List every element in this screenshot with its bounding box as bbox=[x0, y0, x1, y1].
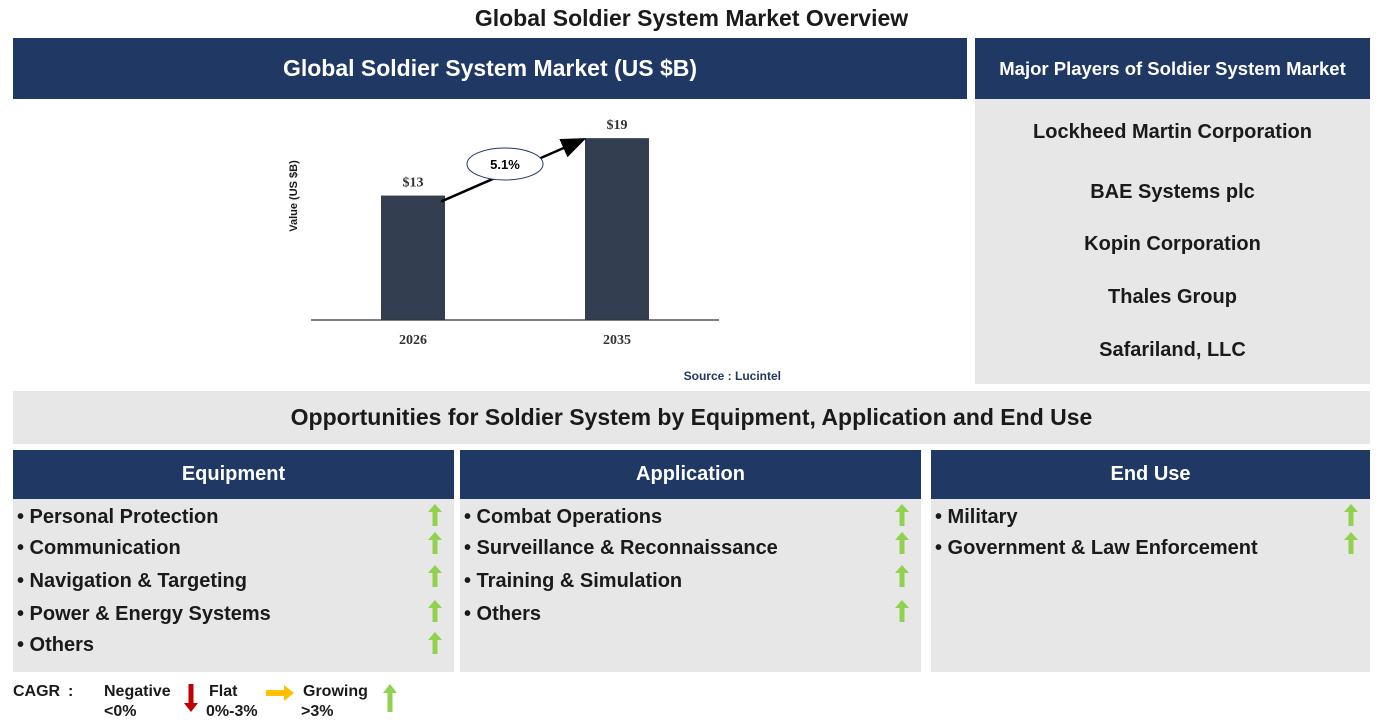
growing-arrow-icon bbox=[428, 532, 442, 554]
y-axis-label: Value (US $B) bbox=[288, 160, 300, 232]
equipment-item: • Power & Energy Systems bbox=[17, 603, 271, 625]
negative-arrow-icon bbox=[184, 684, 198, 712]
legend-cagr-label: CAGR bbox=[13, 683, 61, 700]
player-item: Kopin Corporation bbox=[1084, 233, 1261, 255]
legend-growing-label: Growing bbox=[303, 683, 368, 700]
x-tick-label: 2026 bbox=[399, 333, 427, 348]
application-item: • Others bbox=[464, 603, 542, 625]
growing-arrow-icon bbox=[428, 600, 442, 622]
growing-arrow-icon bbox=[895, 565, 909, 587]
cagr-ellipse bbox=[466, 147, 544, 181]
equipment-item: • Navigation & Targeting bbox=[17, 570, 247, 592]
application-title: Application bbox=[636, 463, 745, 485]
page-title: Global Soldier System Market Overview bbox=[474, 5, 909, 31]
growing-arrow-icon bbox=[1344, 532, 1358, 554]
players-panel-header: Major Players of Soldier System Market bbox=[975, 38, 1370, 99]
bar-value-label: $19 bbox=[607, 118, 628, 133]
bar-2026 bbox=[381, 195, 445, 320]
application-panel: • Combat Operations • Surveillance & Rec… bbox=[460, 499, 921, 672]
bar-2035 bbox=[585, 138, 649, 320]
player-item: Safariland, LLC bbox=[1099, 339, 1246, 361]
end-use-item: • Military bbox=[935, 506, 1018, 528]
legend-colon: : bbox=[68, 683, 74, 700]
growing-arrow-icon bbox=[428, 632, 442, 654]
end-use-panel: • Military • Government & Law Enforcemen… bbox=[931, 499, 1370, 672]
legend-negative-range: <0% bbox=[104, 703, 137, 720]
market-bar-chart: $13 2026 $19 2035 Value (US $B) 5.1% Source :… bbox=[288, 118, 781, 383]
equipment-panel: • Personal Protection • Communication • … bbox=[13, 499, 454, 672]
player-item: BAE Systems plc bbox=[1090, 181, 1255, 203]
chart-panel-title: Global Soldier System Market (US $B) bbox=[282, 55, 698, 81]
growing-arrow-icon bbox=[383, 684, 397, 712]
growing-arrow-icon bbox=[428, 504, 442, 526]
growing-arrow-icon bbox=[895, 532, 909, 554]
chart-panel-header: Global Soldier System Market (US $B) bbox=[13, 38, 967, 99]
growing-arrow-icon bbox=[895, 600, 909, 622]
equipment-header: Equipment bbox=[13, 450, 454, 499]
legend-growing-range: >3% bbox=[301, 703, 334, 720]
x-tick-label: 2035 bbox=[603, 333, 631, 348]
legend-flat-range: 0%-3% bbox=[206, 703, 258, 720]
bar-value-label: $13 bbox=[403, 176, 424, 191]
end-use-header: End Use bbox=[931, 450, 1370, 499]
legend-flat-label: Flat bbox=[209, 683, 238, 700]
equipment-item: • Communication bbox=[17, 537, 181, 559]
equipment-item: • Personal Protection bbox=[17, 506, 219, 528]
application-header: Application bbox=[460, 450, 921, 499]
growing-arrow-icon bbox=[895, 504, 909, 526]
legend-negative-label: Negative bbox=[104, 683, 171, 700]
opportunities-banner: Opportunities for Soldier System by Equi… bbox=[13, 391, 1370, 444]
growing-arrow-icon bbox=[428, 565, 442, 587]
end-use-item: • Government & Law Enforcement bbox=[935, 537, 1258, 559]
equipment-item: • Others bbox=[17, 634, 95, 656]
chart-source-text: Source : Lucintel bbox=[684, 369, 781, 383]
cagr-label: 5.1% bbox=[490, 157, 520, 172]
equipment-title: Equipment bbox=[181, 463, 286, 485]
player-item: Thales Group bbox=[1108, 286, 1237, 308]
application-item: • Training & Simulation bbox=[464, 570, 683, 592]
application-item: • Surveillance & Reconnaissance bbox=[464, 537, 778, 559]
end-use-title: End Use bbox=[1110, 463, 1191, 485]
application-item: • Combat Operations bbox=[464, 506, 663, 528]
flat-arrow-icon bbox=[266, 685, 294, 701]
growing-arrow-icon bbox=[1344, 504, 1358, 526]
players-panel-title: Major Players of Soldier System Market bbox=[999, 57, 1346, 79]
player-item: Lockheed Martin Corporation bbox=[1033, 121, 1312, 143]
opportunities-title: Opportunities for Soldier System by Equi… bbox=[290, 404, 1093, 430]
players-panel: Lockheed Martin Corporation BAE Systems … bbox=[975, 99, 1370, 384]
